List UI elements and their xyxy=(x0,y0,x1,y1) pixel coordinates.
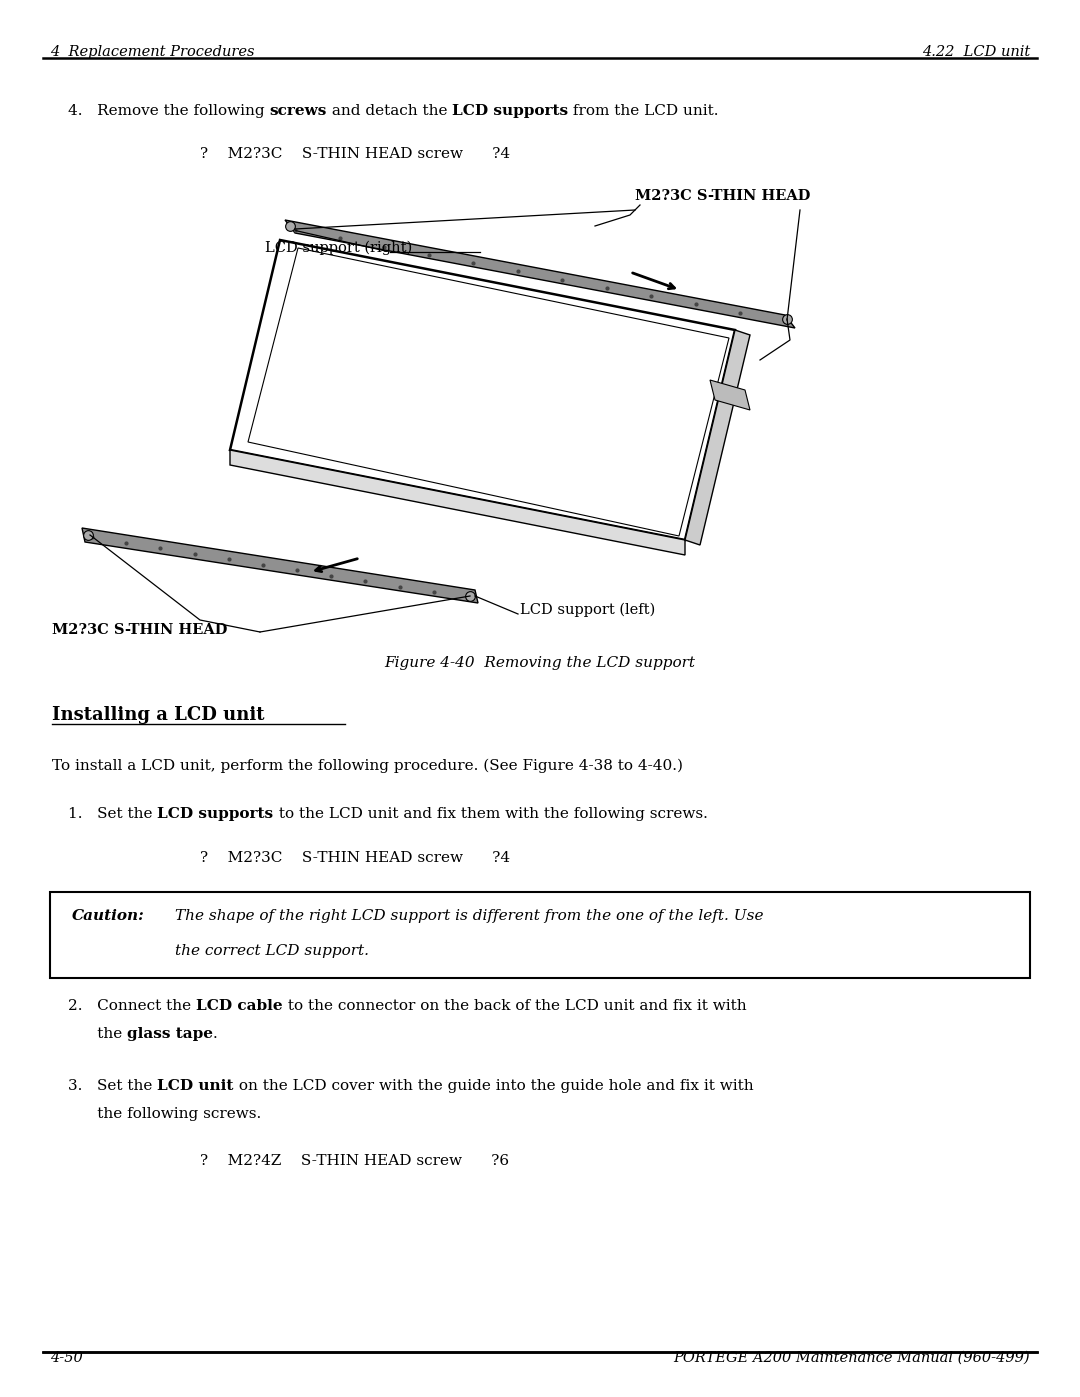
Text: To install a LCD unit, perform the following procedure. (See Figure 4-38 to 4-40: To install a LCD unit, perform the follo… xyxy=(52,759,683,773)
Text: .: . xyxy=(213,1027,218,1041)
Text: The shape of the right LCD support is different from the one of the left. Use: The shape of the right LCD support is di… xyxy=(175,909,764,923)
FancyBboxPatch shape xyxy=(50,893,1030,978)
Text: 2.   Connect the: 2. Connect the xyxy=(68,999,195,1013)
Polygon shape xyxy=(285,219,795,328)
Text: 4.   Remove the following: 4. Remove the following xyxy=(68,103,270,117)
Text: LCD cable: LCD cable xyxy=(195,999,283,1013)
Text: Caution:: Caution: xyxy=(72,909,145,923)
Text: 4  Replacement Procedures: 4 Replacement Procedures xyxy=(50,45,255,59)
Text: to the LCD unit and fix them with the following screws.: to the LCD unit and fix them with the fo… xyxy=(273,807,707,821)
Text: LCD support (right): LCD support (right) xyxy=(265,240,413,256)
Text: M2?3C S-THIN HEAD: M2?3C S-THIN HEAD xyxy=(635,189,810,203)
Text: LCD supports: LCD supports xyxy=(158,807,273,821)
Text: screws: screws xyxy=(270,103,327,117)
Text: ?    M2?4Z    S-THIN HEAD screw      ?6: ? M2?4Z S-THIN HEAD screw ?6 xyxy=(200,1154,509,1168)
Text: the following screws.: the following screws. xyxy=(68,1106,261,1120)
Text: glass tape: glass tape xyxy=(127,1027,213,1041)
Polygon shape xyxy=(230,450,685,555)
Polygon shape xyxy=(710,380,750,409)
Text: 3.   Set the: 3. Set the xyxy=(68,1078,158,1092)
Text: the: the xyxy=(68,1027,127,1041)
Text: on the LCD cover with the guide into the guide hole and fix it with: on the LCD cover with the guide into the… xyxy=(233,1078,753,1092)
Text: 1.   Set the: 1. Set the xyxy=(68,807,158,821)
Text: and detach the: and detach the xyxy=(327,103,453,117)
Text: PORTEGE A200 Maintenance Manual (960-499): PORTEGE A200 Maintenance Manual (960-499… xyxy=(673,1351,1030,1365)
Text: to the connector on the back of the LCD unit and fix it with: to the connector on the back of the LCD … xyxy=(283,999,746,1013)
Polygon shape xyxy=(82,528,478,604)
Text: 4-50: 4-50 xyxy=(50,1351,83,1365)
Text: from the LCD unit.: from the LCD unit. xyxy=(568,103,719,117)
Polygon shape xyxy=(230,240,735,541)
Text: LCD support (left): LCD support (left) xyxy=(519,602,656,617)
Text: ?    M2?3C    S-THIN HEAD screw      ?4: ? M2?3C S-THIN HEAD screw ?4 xyxy=(200,851,510,865)
Text: LCD supports: LCD supports xyxy=(453,103,568,117)
Text: Figure 4-40  Removing the LCD support: Figure 4-40 Removing the LCD support xyxy=(384,657,696,671)
Text: M2?3C S-THIN HEAD: M2?3C S-THIN HEAD xyxy=(52,623,228,637)
Text: LCD unit: LCD unit xyxy=(158,1078,233,1092)
Text: ?    M2?3C    S-THIN HEAD screw      ?4: ? M2?3C S-THIN HEAD screw ?4 xyxy=(200,147,510,161)
Text: Installing a LCD unit: Installing a LCD unit xyxy=(52,705,265,724)
Polygon shape xyxy=(685,330,750,545)
Text: the correct LCD support.: the correct LCD support. xyxy=(175,944,369,958)
Text: 4.22  LCD unit: 4.22 LCD unit xyxy=(921,45,1030,59)
